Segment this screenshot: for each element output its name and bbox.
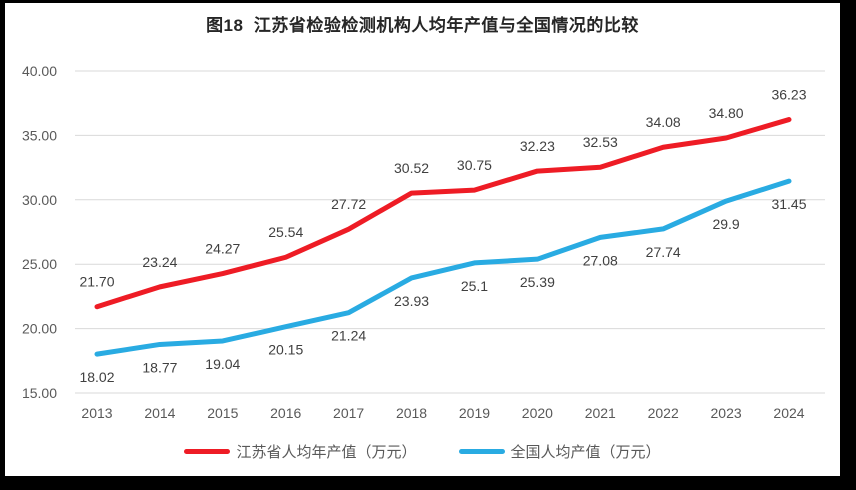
x-axis-tick-label: 2017 [333, 405, 364, 421]
y-axis-tick-label: 25.00 [22, 256, 57, 272]
x-axis-tick-label: 2022 [648, 405, 679, 421]
x-axis-tick-label: 2016 [270, 405, 301, 421]
value-label: 20.15 [268, 342, 303, 358]
value-label: 27.74 [646, 244, 681, 260]
value-label: 23.24 [142, 254, 177, 270]
y-axis-tick-label: 15.00 [22, 385, 57, 401]
x-axis-tick-label: 2015 [207, 405, 238, 421]
y-axis-tick-label: 35.00 [22, 127, 57, 143]
y-axis-tick-label: 30.00 [22, 192, 57, 208]
x-axis-tick-label: 2013 [81, 405, 112, 421]
value-label: 31.45 [771, 196, 806, 212]
value-label: 34.80 [709, 105, 744, 121]
value-label: 30.52 [394, 160, 429, 176]
x-axis-tick-label: 2024 [773, 405, 804, 421]
value-label: 25.39 [520, 274, 555, 290]
value-label: 27.08 [583, 252, 618, 268]
legend-item-national: 全国人均产值（万元） [458, 441, 661, 462]
value-label: 19.04 [205, 356, 240, 372]
x-axis-tick-label: 2018 [396, 405, 427, 421]
line-chart: 15.00 20.00 25.00 30.00 35.00 40.00 2013 2014 20… [22, 63, 825, 421]
y-axis-tick-label: 20.00 [22, 321, 57, 337]
value-label: 21.70 [79, 274, 114, 290]
series-line [94, 117, 792, 310]
x-axis-tick-label: 2020 [522, 405, 553, 421]
value-label: 23.93 [394, 293, 429, 309]
value-label: 24.27 [205, 241, 240, 257]
value-label: 32.23 [520, 138, 555, 154]
value-label: 34.08 [646, 114, 681, 130]
legend-label-jiangsu: 江苏省人均年产值（万元） [236, 444, 417, 461]
legend-item-jiangsu: 江苏省人均年产值（万元） [184, 441, 417, 462]
value-label: 18.77 [142, 359, 177, 375]
value-label: 29.9 [712, 216, 739, 232]
red-line-swatch-icon [184, 449, 231, 454]
chart-container: 图18 江苏省检验检测机构人均年产值与全国情况的比较 15.00 20.00 25.… [5, 3, 840, 476]
blue-line-swatch-icon [458, 449, 505, 454]
chart-title: 图18 江苏省检验检测机构人均年产值与全国情况的比较 [206, 16, 639, 35]
x-axis-tick-label: 2023 [711, 405, 742, 421]
x-axis-tick-label: 2014 [144, 405, 175, 421]
value-label: 27.72 [331, 196, 366, 212]
x-axis-tick-label: 2019 [459, 405, 490, 421]
value-label: 32.53 [583, 134, 618, 150]
value-label: 21.24 [331, 328, 366, 344]
value-label: 25.54 [268, 224, 303, 240]
value-label: 18.02 [79, 369, 114, 385]
series-line [94, 178, 792, 357]
legend-label-national: 全国人均产值（万元） [510, 444, 661, 461]
value-label: 36.23 [771, 87, 806, 103]
value-label: 25.1 [461, 278, 488, 294]
y-axis-tick-label: 40.00 [22, 63, 57, 79]
x-axis-tick-label: 2021 [585, 405, 616, 421]
value-label: 30.75 [457, 157, 492, 173]
chart-legend: 江苏省人均年产值（万元） 全国人均产值（万元） [5, 441, 840, 462]
